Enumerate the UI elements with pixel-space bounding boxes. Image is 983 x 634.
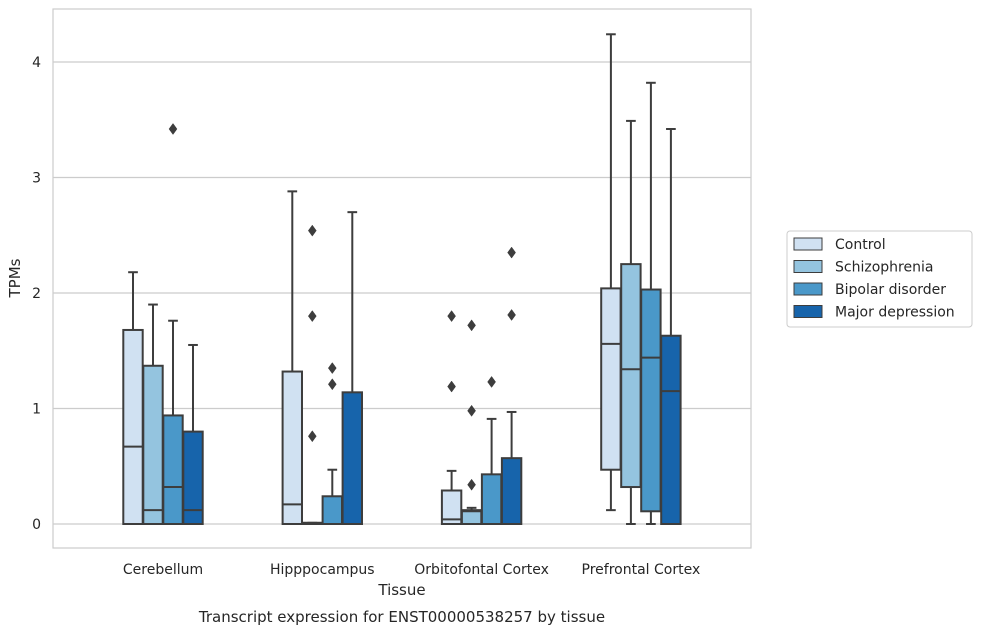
box-plot-group (480, 376, 503, 525)
legend-swatch (793, 237, 823, 251)
y-tick-label: 1 (32, 402, 41, 418)
box (122, 328, 144, 525)
outlier-point (447, 310, 456, 323)
legend-label: Bipolar disorder (835, 282, 946, 298)
x-tick-label: Cerebellum (123, 562, 203, 578)
box-plot-group (620, 119, 642, 525)
box (341, 391, 364, 525)
box (600, 287, 622, 471)
outlier-point (168, 123, 178, 135)
x-tick-label: Prefrontal Cortex (582, 562, 701, 578)
box (321, 495, 344, 525)
box-plot-group (281, 190, 304, 526)
outlier-point (307, 224, 317, 237)
y-tick-label: 4 (32, 55, 41, 71)
box-plot-group (500, 246, 523, 526)
box (640, 288, 662, 513)
x-axis-ticks: Cerebellum Hipppocampus Orbitofontal Corte… (123, 562, 700, 578)
legend-label: Control (835, 237, 886, 253)
legend-label: Major depression (835, 305, 955, 321)
chart-caption: Transcript expression for ENST0000053825… (198, 608, 605, 626)
box (440, 489, 463, 526)
outlier-point (327, 362, 337, 375)
box-plot-group (122, 271, 144, 525)
box-plot-group (182, 343, 204, 526)
x-tick-label: Orbitofontal Cortex (414, 562, 549, 578)
box-plot-group (640, 81, 662, 525)
box (660, 334, 682, 525)
box-plot-boxes (122, 33, 682, 526)
y-tick-label: 2 (32, 286, 41, 302)
outlier-point (467, 478, 476, 491)
box-plot-group (440, 310, 463, 526)
box (182, 430, 204, 526)
box-plot-group (460, 319, 483, 526)
outlier-point (447, 380, 456, 393)
box (281, 370, 304, 526)
outlier-point (327, 378, 337, 391)
outlier-point (467, 404, 476, 417)
outlier-point (307, 430, 317, 443)
legend-swatch (793, 260, 823, 273)
y-tick-label: 0 (32, 517, 41, 533)
y-tick-label: 3 (32, 171, 41, 187)
box-plot-group (341, 211, 364, 525)
box-plot-group (600, 33, 622, 512)
outlier-point (307, 310, 317, 323)
outlier-point (467, 319, 476, 332)
x-tick-label: Hipppocampus (270, 562, 375, 578)
y-axis-ticks: 0 1 2 3 4 (32, 55, 41, 533)
box-plot-group (142, 303, 164, 526)
outlier-point (507, 246, 516, 259)
box-plot-group (321, 362, 344, 525)
legend-label: Schizophrenia (835, 260, 933, 276)
box-plot-group (660, 127, 682, 525)
box (162, 414, 184, 525)
box (500, 457, 523, 526)
y-axis-label: TPMs (6, 258, 24, 298)
box-plot-group (162, 123, 184, 525)
outlier-point (507, 309, 516, 321)
box-plot-group (301, 224, 324, 525)
box (142, 364, 164, 526)
legend: Control Schizophrenia Bipolar disorder Majo… (786, 230, 973, 328)
box (620, 263, 642, 489)
legend-swatch (793, 305, 823, 318)
outlier-point (487, 376, 496, 388)
legend-swatch (793, 282, 823, 296)
x-axis-label: Tissue (377, 581, 425, 599)
box (480, 473, 503, 525)
legend-frame (786, 230, 973, 328)
plot-area-frame (52, 8, 752, 549)
